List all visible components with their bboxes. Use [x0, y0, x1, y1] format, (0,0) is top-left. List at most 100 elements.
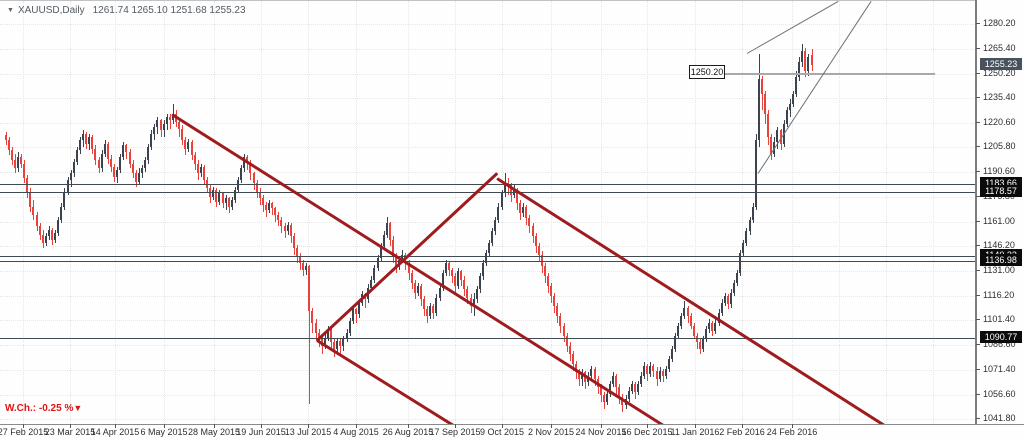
- candle: [193, 155, 196, 164]
- candle: [144, 160, 146, 169]
- candle: [47, 229, 50, 237]
- candle: [562, 325, 565, 336]
- symbol-dropdown-arrow-icon: ▼: [7, 7, 14, 14]
- grid-line-h: [0, 48, 976, 50]
- level-line[interactable]: [0, 261, 976, 263]
- candle: [522, 206, 525, 214]
- date-tick-label: 4 Aug 2015: [333, 427, 379, 437]
- level-line[interactable]: [0, 183, 976, 185]
- candle: [230, 199, 233, 207]
- candle: [764, 93, 766, 114]
- price-tick: [976, 23, 980, 24]
- candle: [302, 262, 305, 270]
- date-tick-label: 24 Nov 2015: [575, 427, 627, 437]
- date-tick-label: 16 Dec 2015: [621, 427, 673, 437]
- candle: [199, 166, 202, 174]
- candle: [162, 123, 165, 131]
- price-range-line[interactable]: [723, 72, 935, 75]
- candle: [649, 365, 652, 374]
- grid-line-h: [0, 344, 976, 346]
- candle: [795, 77, 797, 94]
- candle: [714, 322, 717, 331]
- candle: [466, 289, 469, 298]
- candle: [760, 79, 763, 94]
- date-tick: [695, 424, 696, 428]
- candle: [388, 223, 391, 240]
- candle: [289, 224, 292, 237]
- candle-wick: [365, 292, 367, 308]
- candle: [444, 262, 447, 273]
- price-tick-label: 1041.80: [983, 413, 1016, 424]
- candle: [602, 395, 605, 403]
- candle: [500, 193, 503, 207]
- candle: [51, 229, 53, 240]
- date-tick: [356, 424, 357, 428]
- candle: [488, 243, 491, 253]
- candle: [804, 50, 807, 71]
- candle: [432, 306, 435, 313]
- level-line[interactable]: [0, 337, 976, 339]
- candle: [516, 190, 518, 204]
- candle: [63, 191, 66, 207]
- candle: [91, 137, 94, 149]
- change-down-icon: ▼: [73, 403, 83, 413]
- candle: [652, 365, 655, 371]
- candle: [571, 354, 574, 364]
- candle: [88, 137, 91, 144]
- price-tick: [976, 319, 980, 321]
- candle: [630, 383, 633, 391]
- candle: [636, 383, 639, 393]
- current-price-label: 1255.23: [980, 58, 1022, 70]
- price-tick: [976, 72, 980, 74]
- candle: [556, 306, 559, 316]
- level-line[interactable]: [0, 192, 976, 194]
- candle: [274, 208, 277, 215]
- grid-line-v: [601, 1, 602, 425]
- trendline-descending-channel-upper[interactable]: [171, 113, 666, 425]
- candle-wick: [169, 113, 171, 129]
- candle: [525, 206, 528, 219]
- price-tick: [976, 270, 980, 272]
- chart-canvas[interactable]: [0, 0, 976, 425]
- candle: [407, 262, 410, 273]
- price-line-value-label[interactable]: 1250.20: [689, 65, 725, 79]
- candle: [314, 322, 317, 333]
- candle: [798, 62, 801, 78]
- candle: [128, 151, 131, 164]
- candle: [447, 262, 450, 270]
- candle: [103, 143, 106, 154]
- candle: [435, 297, 438, 313]
- candle: [240, 168, 243, 181]
- candle: [463, 279, 466, 290]
- candle: [385, 223, 388, 235]
- candle: [590, 368, 593, 376]
- candle: [646, 365, 649, 374]
- candle: [196, 163, 199, 174]
- grid-line-v: [839, 1, 840, 425]
- candle: [686, 307, 689, 316]
- candle: [733, 282, 735, 293]
- candle: [339, 340, 342, 346]
- candle: [723, 296, 726, 303]
- level-price-label: 1178.57: [980, 185, 1022, 198]
- candle: [100, 153, 103, 169]
- candle-wick: [340, 339, 342, 355]
- candle: [218, 193, 221, 202]
- candle: [336, 340, 339, 350]
- candle: [754, 140, 757, 207]
- candle: [23, 163, 26, 179]
- candle: [35, 214, 38, 227]
- price-tick-label: 1280.20: [983, 18, 1016, 28]
- date-tick-label: 28 May 2015: [187, 427, 241, 437]
- trendline-descending-channel-lower[interactable]: [316, 339, 456, 425]
- level-line[interactable]: [0, 255, 976, 257]
- candle: [640, 375, 642, 384]
- date-tick-label: 11 Jan 2016: [670, 427, 720, 437]
- grid-line-h: [0, 419, 976, 421]
- candle: [373, 267, 376, 280]
- candle: [429, 306, 432, 316]
- candle: [286, 224, 289, 232]
- date-tick: [502, 424, 503, 428]
- candle: [237, 180, 239, 191]
